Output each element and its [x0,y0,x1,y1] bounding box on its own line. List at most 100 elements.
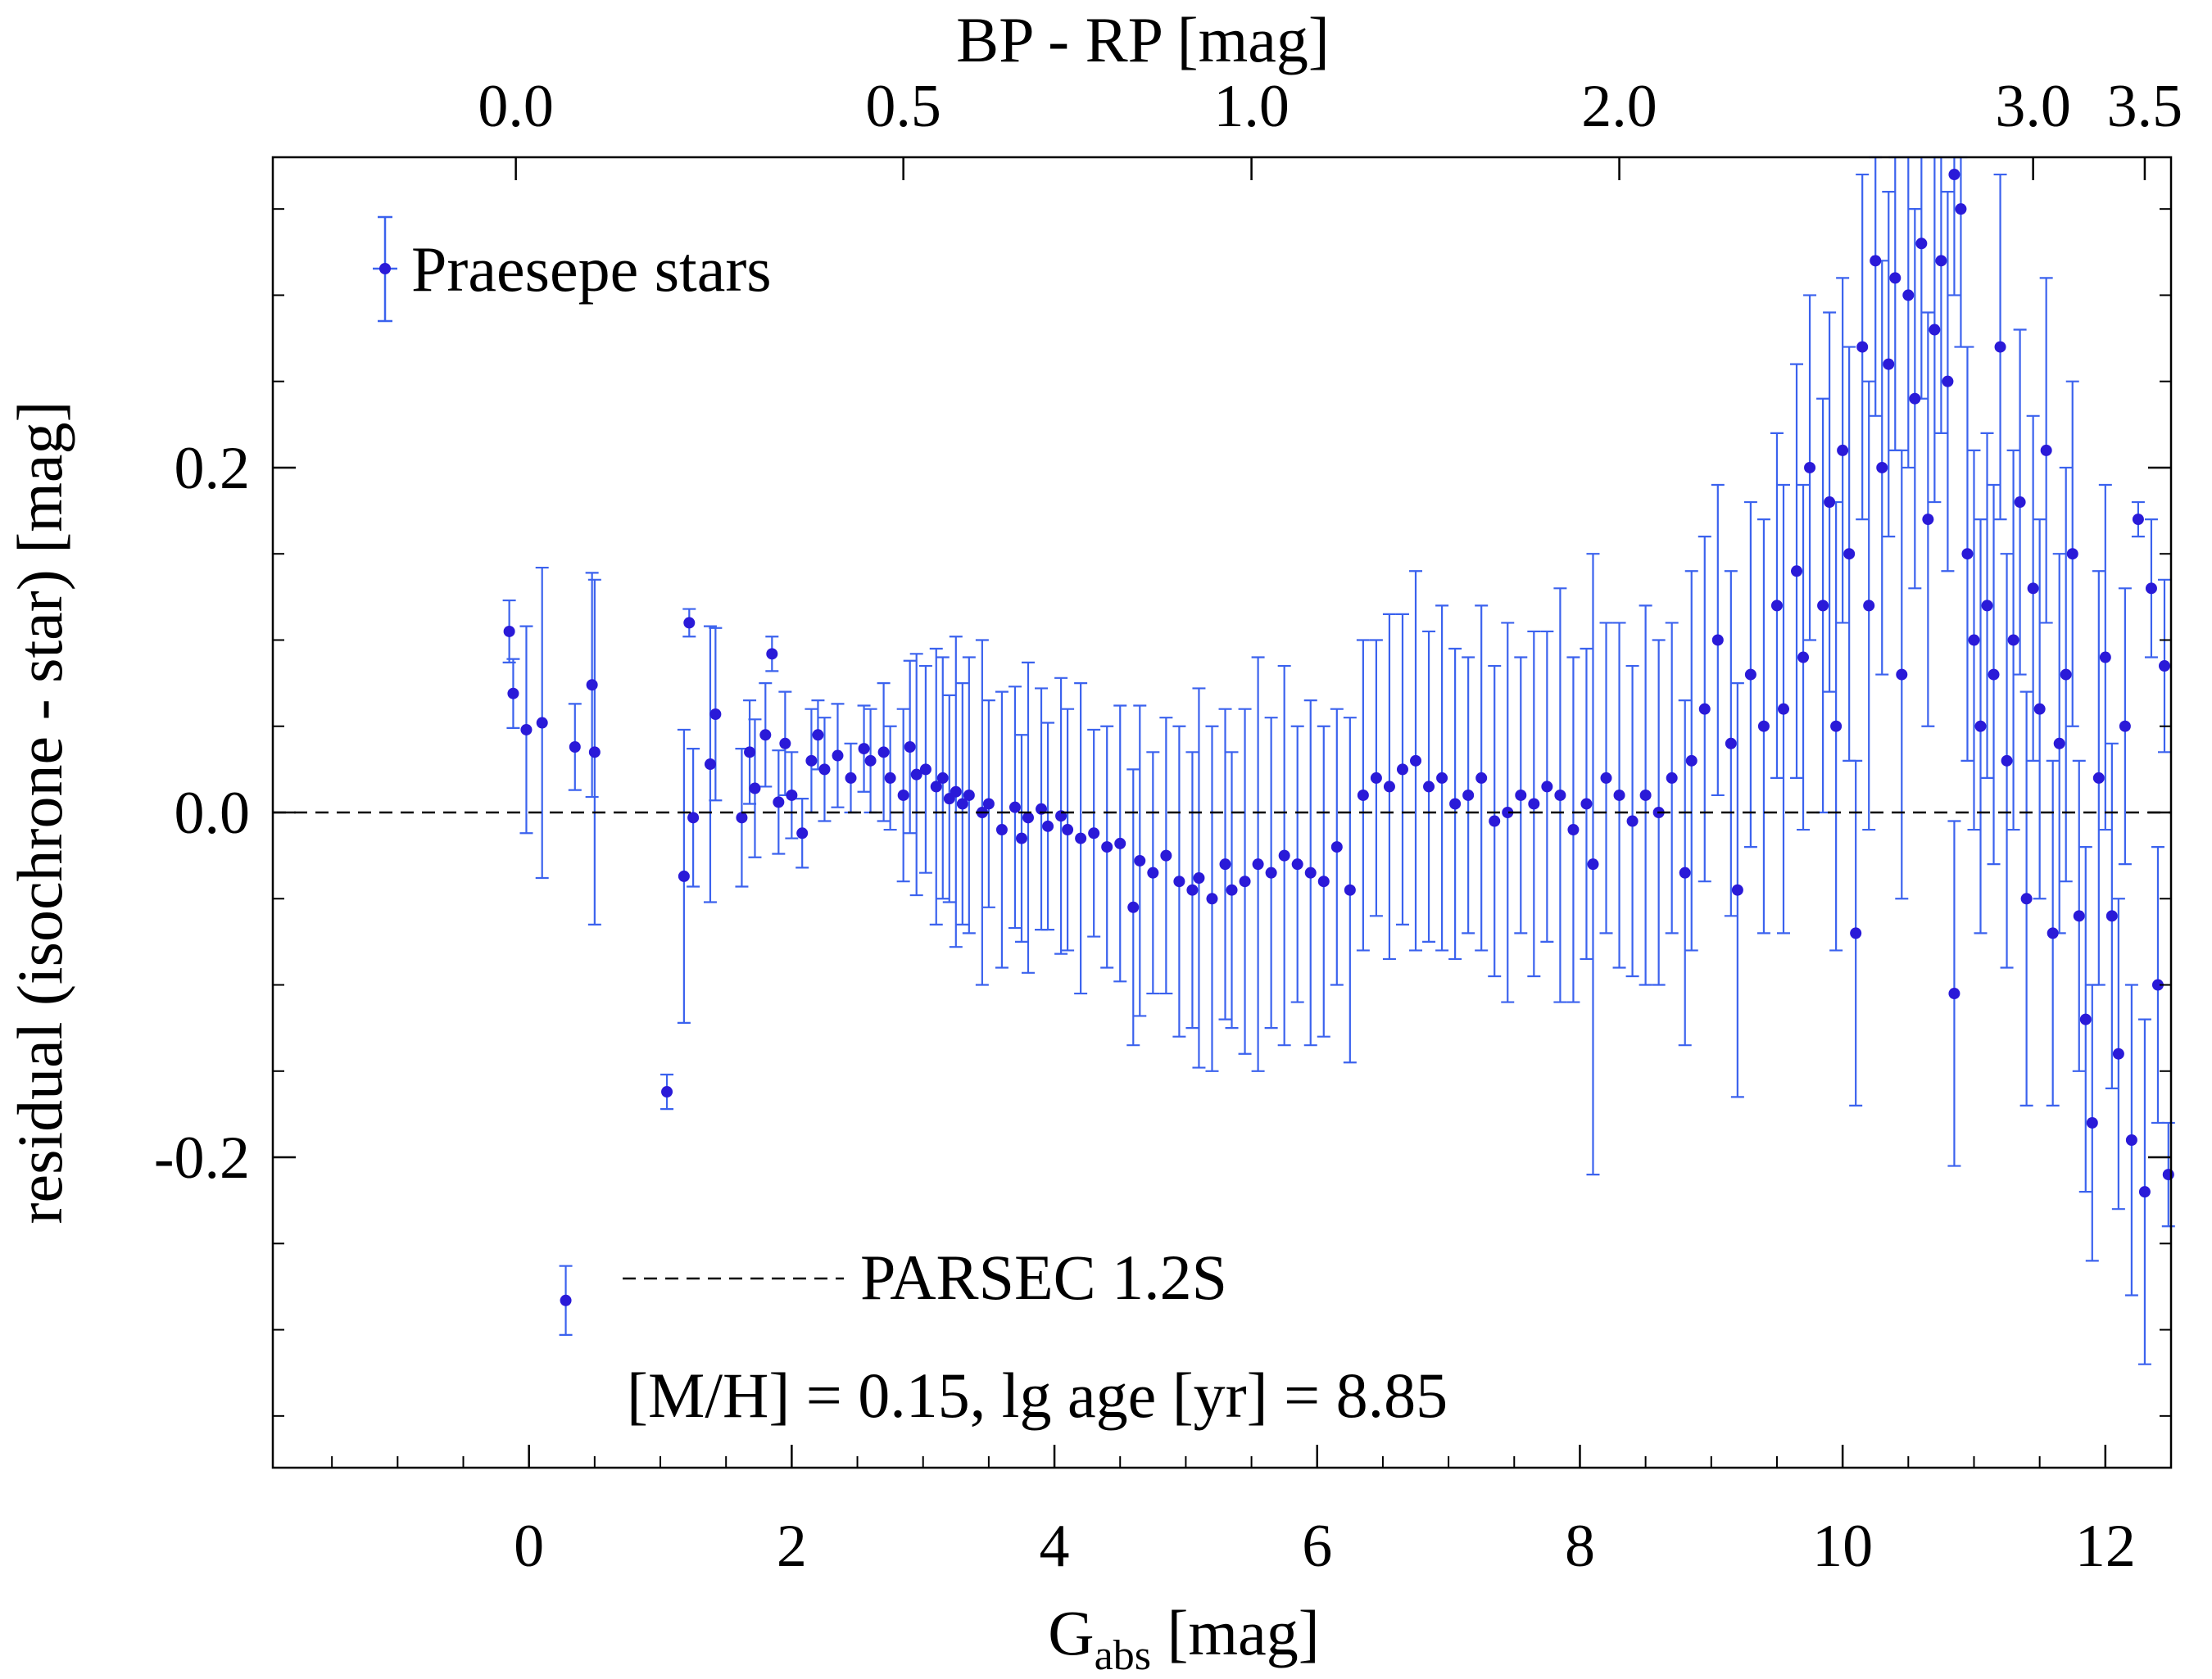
data-point-36 [930,781,942,793]
data-point-117 [1843,548,1856,560]
data-point-29 [864,754,877,767]
data-point-44 [995,824,1008,836]
data-point-7 [588,746,601,758]
y-tick-label: 0.2 [175,435,251,502]
data-point-144 [2014,496,2026,509]
data-point-53 [1088,827,1100,840]
data-point-45 [1009,801,1021,813]
data-point-153 [2073,910,2085,922]
x-axis-title-unit: [mag] [1151,1597,1320,1668]
data-point-150 [2053,737,2065,749]
legend-marker [379,263,391,274]
data-point-97 [1639,789,1652,801]
x-tick-label-2: 2 [777,1513,807,1580]
data-point-63 [1206,893,1218,905]
data-point-0 [503,625,515,637]
data-point-90 [1554,789,1566,801]
data-point-4 [560,1294,572,1306]
data-point-12 [704,758,716,771]
bottom-x-axis-title: Gabs [mag] [1048,1597,1319,1679]
data-point-130 [1929,324,1941,336]
data-point-121 [1870,255,1882,267]
data-point-25 [818,763,831,776]
top-x-axis-ticks: 0.0 0.5 1.0 2.0 3.0 3.5 [478,73,2183,180]
data-point-71 [1304,867,1317,879]
data-point-34 [910,768,922,781]
data-point-10 [683,617,696,629]
top-tick-label-3.5: 3.5 [2107,73,2183,140]
data-point-93 [1587,858,1599,871]
top-tick-label-2.0: 2.0 [1581,73,1657,140]
bottom-x-axis-ticks: 0 2 4 6 8 10 12 [331,1445,2172,1580]
data-point-146 [2027,582,2039,595]
data-point-143 [2007,634,2019,646]
data-point-122 [1876,461,1888,473]
data-point-51 [1062,824,1074,836]
data-point-164 [2145,582,2157,595]
data-point-18 [766,648,778,660]
data-point-160 [2119,720,2131,732]
data-point-11 [687,812,700,824]
data-point-8 [661,1086,673,1098]
data-point-111 [1797,651,1810,663]
data-point-33 [904,741,916,753]
data-point-114 [1824,496,1836,509]
data-point-159 [2112,1048,2124,1060]
data-point-74 [1344,884,1356,896]
left-y-axis-ticks: -0.2 0.0 0.2 [154,208,296,1417]
data-point-76 [1370,772,1382,784]
data-point-127 [1909,392,1921,405]
data-point-116 [1837,444,1849,456]
data-point-145 [2020,893,2033,905]
data-point-101 [1685,754,1698,767]
data-point-77 [1383,781,1395,793]
x-axis-title-subscript: abs [1095,1632,1151,1679]
data-point-43 [982,798,995,810]
data-point-15 [744,746,756,758]
data-point-163 [2138,1186,2151,1198]
data-point-23 [805,754,818,767]
data-point-21 [786,789,798,801]
data-point-61 [1186,884,1199,896]
data-point-102 [1698,703,1711,715]
data-point-104 [1725,737,1737,749]
x-tick-label-6: 6 [1302,1513,1332,1580]
data-point-47 [1022,812,1034,824]
top-tick-label-1.0: 1.0 [1213,73,1290,140]
data-point-91 [1567,824,1580,836]
data-point-69 [1278,849,1290,862]
data-point-22 [796,827,809,840]
data-point-137 [1968,634,1980,646]
data-point-87 [1515,789,1527,801]
data-point-67 [1252,858,1264,871]
data-point-105 [1731,884,1743,896]
data-point-81 [1436,772,1448,784]
data-point-16 [749,782,761,794]
data-point-166 [2158,660,2170,672]
data-point-162 [2132,514,2144,526]
top-tick-label-0.5: 0.5 [865,73,941,140]
data-point-66 [1239,876,1251,888]
data-point-133 [1948,988,1960,1000]
data-point-58 [1147,867,1159,879]
data-point-65 [1226,884,1238,896]
data-point-52 [1075,832,1087,844]
data-point-88 [1528,798,1540,810]
data-point-152 [2066,548,2078,560]
data-point-9 [678,870,690,882]
data-point-94 [1600,772,1612,784]
data-point-82 [1449,798,1462,810]
data-point-24 [812,729,824,741]
x-tick-label-8: 8 [1565,1513,1595,1580]
y-tick-label: 0.0 [175,780,251,847]
data-point-83 [1462,789,1475,801]
model-parameters-annotation: [M/H] = 0.15, lg age [yr] = 8.85 [627,1360,1448,1431]
x-axis-title-main: G [1048,1597,1094,1668]
data-point-125 [1896,668,1908,681]
data-point-108 [1770,600,1783,612]
data-point-37 [936,772,949,784]
data-point-103 [1711,634,1724,646]
data-point-14 [736,812,748,824]
data-point-80 [1423,781,1435,793]
